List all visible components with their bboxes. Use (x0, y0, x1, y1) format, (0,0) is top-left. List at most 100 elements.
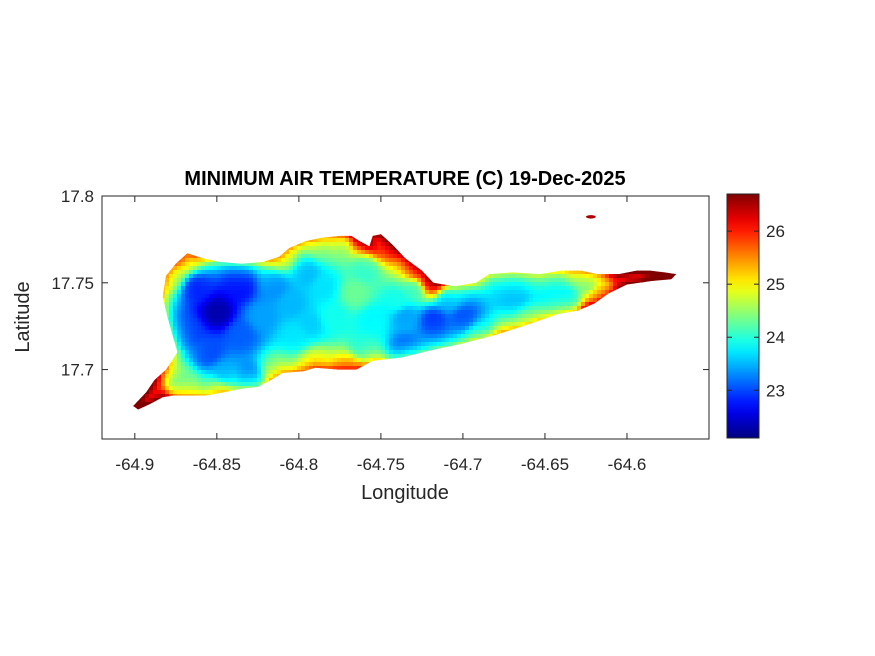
heatmap-cell (653, 234, 658, 239)
heatmap-cell (305, 242, 310, 247)
heatmap-cell (449, 266, 454, 271)
heatmap-cell (289, 242, 294, 247)
heatmap-cell (185, 254, 190, 259)
heatmap-cell (373, 346, 378, 351)
heatmap-cell (169, 242, 174, 247)
heatmap-cell (149, 266, 154, 271)
heatmap-cell (525, 266, 530, 271)
heatmap-cell (133, 354, 138, 359)
heatmap-cell (529, 234, 534, 235)
heatmap-cell (229, 326, 234, 331)
heatmap-cell (361, 258, 366, 263)
heatmap-cell (529, 270, 534, 275)
heatmap-cell (397, 258, 402, 263)
heatmap-cell (553, 234, 558, 239)
heatmap-cell (177, 322, 182, 327)
heatmap-cell (365, 334, 370, 339)
heatmap-cell (645, 342, 650, 347)
heatmap-cell (221, 318, 226, 323)
heatmap-cell (437, 362, 442, 367)
heatmap-cell (433, 290, 438, 295)
heatmap-cell (529, 334, 534, 339)
heatmap-cell (277, 278, 282, 283)
heatmap-cell (493, 250, 498, 255)
heatmap-cell (573, 254, 578, 259)
heatmap-cell (621, 234, 626, 239)
heatmap-cell (405, 242, 410, 247)
heatmap-cell (421, 266, 426, 271)
heatmap-cell (649, 234, 654, 239)
heatmap-cell (281, 318, 286, 323)
heatmap-cell (561, 234, 566, 235)
heatmap-cell (373, 270, 378, 275)
heatmap-cell (461, 326, 466, 331)
heatmap-cell (537, 326, 542, 331)
heatmap-cell (145, 314, 150, 319)
heatmap-cell (181, 366, 186, 371)
heatmap-cell (285, 342, 290, 347)
heatmap-cell (285, 278, 290, 283)
heatmap-cell (261, 258, 266, 263)
heatmap-cell (585, 330, 590, 335)
heatmap-cell (345, 270, 350, 275)
heatmap-cell (409, 354, 414, 359)
heatmap-cell (173, 286, 178, 291)
heatmap-cell (137, 242, 142, 247)
heatmap-cell (429, 258, 434, 263)
heatmap-cell (597, 298, 602, 303)
heatmap-cell (153, 362, 158, 367)
heatmap-cell (465, 362, 470, 367)
heatmap-cell (169, 254, 174, 259)
heatmap-cell (373, 294, 378, 299)
heatmap-cell (421, 338, 426, 343)
heatmap-cell (297, 322, 302, 327)
heatmap-cell (437, 330, 442, 335)
heatmap-cell (641, 330, 646, 335)
heatmap-cell (393, 330, 398, 335)
heatmap-cell (385, 274, 390, 279)
heatmap-cell (585, 370, 590, 375)
heatmap-cell (525, 246, 530, 251)
heatmap-cell (545, 354, 550, 359)
heatmap-cell (329, 306, 334, 311)
heatmap-cell (377, 298, 382, 303)
heatmap-cell (581, 250, 586, 255)
heatmap-cell (357, 318, 362, 323)
heatmap-cell (297, 330, 302, 335)
heatmap-cell (617, 254, 622, 259)
heatmap-cell (173, 298, 178, 303)
heatmap-cell (293, 290, 298, 295)
heatmap-cell (669, 246, 674, 251)
heatmap-cell (661, 234, 666, 239)
heatmap-cell (197, 374, 202, 379)
heatmap-cell (425, 258, 430, 263)
heatmap-cell (421, 370, 426, 375)
heatmap-cell (489, 318, 494, 323)
heatmap-cell (201, 342, 206, 347)
heatmap-cell (589, 338, 594, 343)
heatmap-cell (665, 286, 670, 291)
heatmap-cell (461, 338, 466, 343)
heatmap-cell (333, 290, 338, 295)
heatmap-cell (253, 322, 258, 327)
heatmap-cell (429, 294, 434, 299)
heatmap-cell (257, 234, 262, 235)
heatmap-cell (137, 286, 142, 291)
heatmap-cell (589, 330, 594, 335)
heatmap-cell (537, 322, 542, 327)
heatmap-cell (225, 370, 230, 375)
heatmap-cell (429, 326, 434, 331)
heatmap-cell (221, 286, 226, 291)
heatmap-cell (261, 342, 266, 347)
heatmap-cell (465, 262, 470, 267)
heatmap-cell (505, 342, 510, 347)
heatmap-cell (425, 318, 430, 323)
heatmap-cell (281, 234, 286, 235)
heatmap-cell (493, 366, 498, 371)
heatmap-cell (469, 290, 474, 295)
heatmap-cell (553, 294, 558, 299)
heatmap-cell (389, 294, 394, 299)
heatmap-cell (521, 286, 526, 291)
heatmap-cell (401, 366, 406, 371)
heatmap-cell (421, 314, 426, 319)
